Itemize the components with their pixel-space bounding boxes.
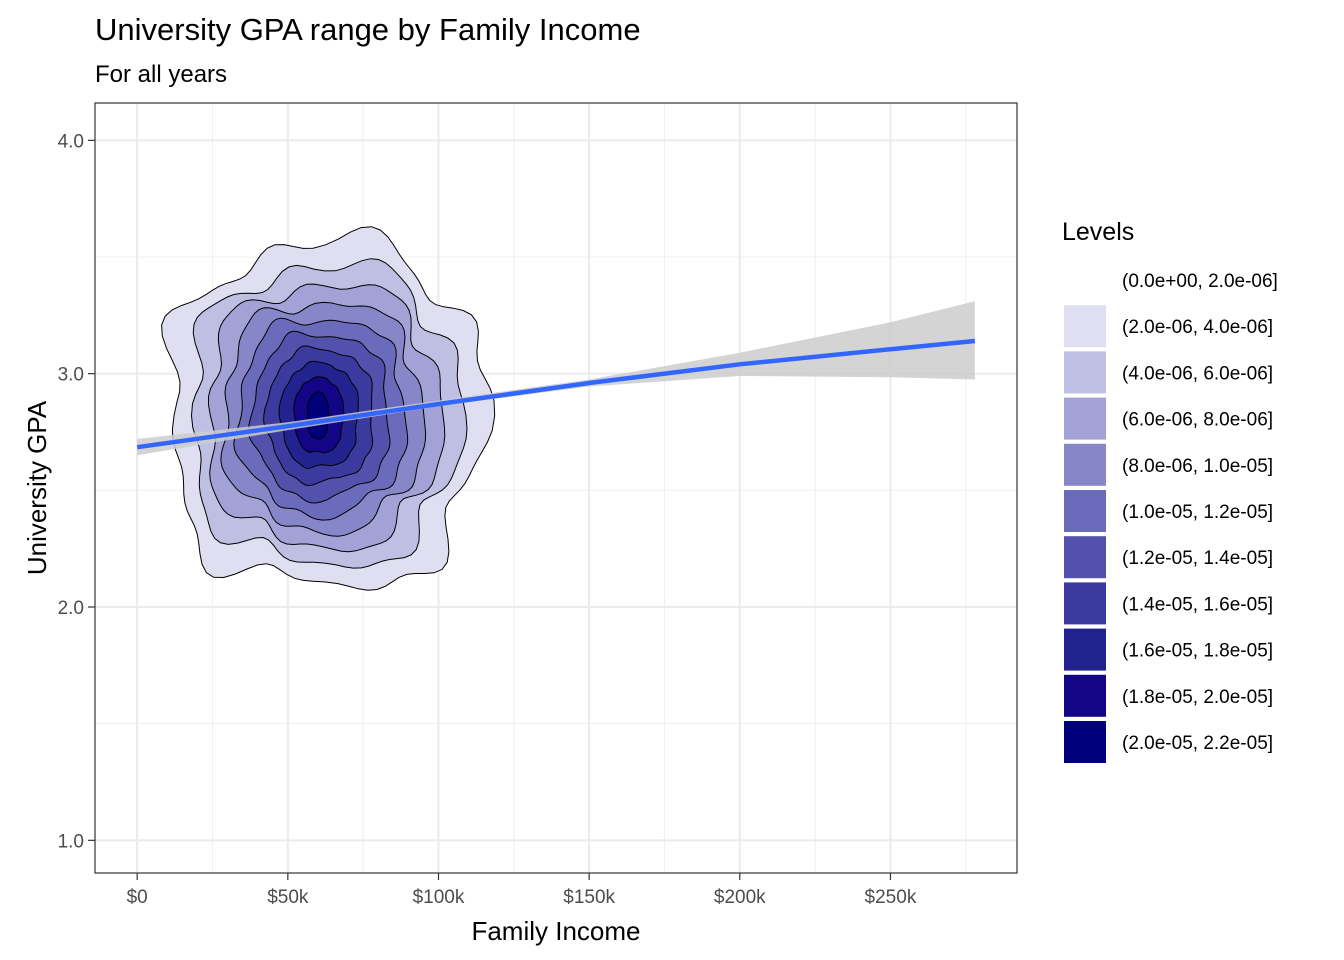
legend-title: Levels (1062, 218, 1134, 246)
trend-line (136, 338, 976, 450)
x-tick-label: $0 (127, 887, 148, 908)
legend-label: (1.8e-05, 2.0e-05] (1122, 687, 1273, 708)
chart-subtitle: For all years (95, 61, 227, 88)
legend-label: (2.0e-06, 4.0e-06] (1122, 317, 1273, 338)
y-tick-label: 3.0 (58, 365, 84, 386)
legend-key (1064, 259, 1106, 301)
axes: $0 $50k $100k $150k $200k $250k 1.0 2.0 3.0 4.0 (58, 131, 917, 908)
x-tick-label: $100k (413, 887, 465, 908)
x-tick-label: $200k (714, 887, 766, 908)
plot-border (94, 102, 1018, 874)
legend-key (1064, 536, 1106, 579)
y-tick-label: 4.0 (58, 131, 84, 152)
legend-key (1064, 490, 1106, 532)
legend-label: (1.4e-05, 1.6e-05] (1122, 594, 1273, 615)
legend-key (1064, 721, 1106, 763)
y-axis-title: University GPA (22, 400, 52, 575)
legend-label: (4.0e-06, 6.0e-06] (1122, 363, 1273, 384)
x-tick-label: $250k (865, 887, 917, 908)
legend-label: (0.0e+00, 2.0e-06] (1122, 271, 1278, 292)
legend-label: (2.0e-05, 2.2e-05] (1122, 733, 1273, 754)
legend-key (1064, 305, 1106, 348)
legend-label: (1.6e-05, 1.8e-05] (1122, 641, 1273, 662)
legend-key (1064, 443, 1106, 486)
trend-layer (136, 301, 976, 456)
x-tick-label: $150k (563, 887, 615, 908)
legend-key (1064, 397, 1106, 440)
y-tick-label: 1.0 (58, 831, 84, 852)
legend-label: (1.0e-05, 1.2e-05] (1122, 502, 1273, 523)
density-band-10 (307, 391, 330, 440)
y-tick-label: 2.0 (58, 598, 84, 619)
legend-key (1064, 674, 1106, 717)
legend-label: (8.0e-06, 1.0e-05] (1122, 456, 1273, 477)
legend-key (1064, 628, 1106, 671)
legend-key (1064, 582, 1106, 625)
legend-label: (1.2e-05, 1.4e-05] (1122, 548, 1273, 569)
legend-label: (6.0e-06, 8.0e-06] (1122, 410, 1273, 431)
legend: Levels (0.0e+00, 2.0e-06] (2.0e-06, 4.0e-… (1062, 218, 1278, 763)
x-axis-title: Family Income (471, 916, 640, 946)
legend-key (1064, 351, 1106, 394)
x-tick-label: $50k (267, 887, 309, 908)
chart-title: University GPA range by Family Income (95, 12, 641, 47)
